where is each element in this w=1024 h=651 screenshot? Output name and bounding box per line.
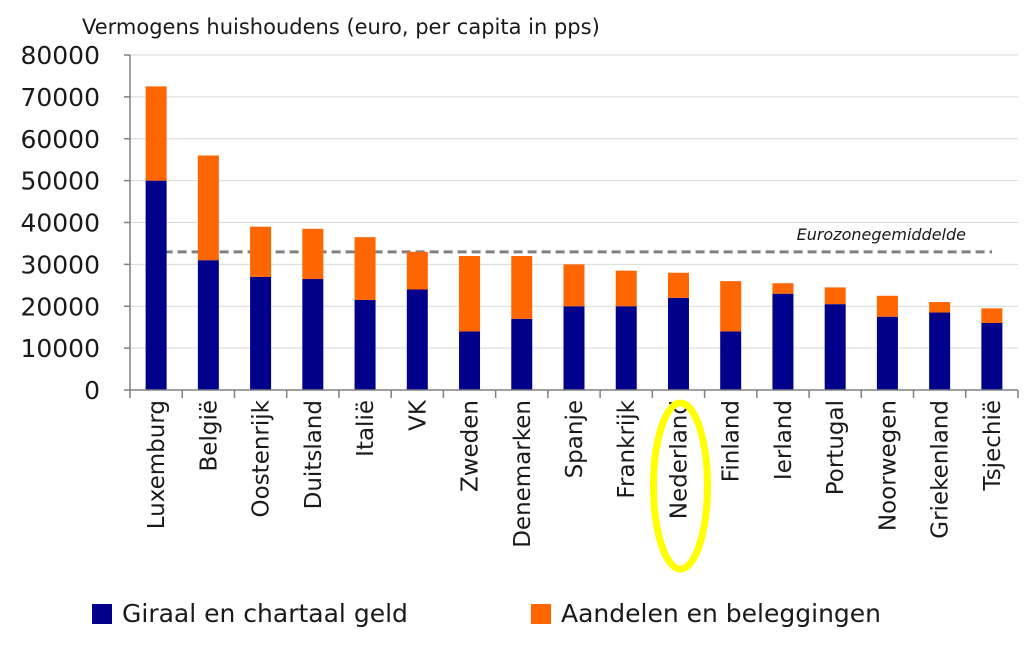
y-tick-label: 60000 bbox=[20, 125, 100, 154]
bar-aandelen-duitsland bbox=[302, 228, 324, 280]
bar-aandelen-griekenland bbox=[929, 302, 951, 313]
legend-label-aandelen: Aandelen en beleggingen bbox=[561, 599, 881, 628]
bar-geld-oostenrijk bbox=[250, 276, 272, 390]
x-tick-label: VK bbox=[405, 399, 431, 431]
bar-aandelen-spanje bbox=[563, 264, 585, 307]
y-tick-label: 30000 bbox=[20, 250, 100, 279]
bar-geld-denemarken bbox=[511, 318, 533, 390]
bar-geld-finland bbox=[720, 331, 742, 390]
x-tick-label: Tsjechië bbox=[980, 400, 1006, 492]
highlight-group bbox=[649, 399, 711, 573]
axes: 0 10000 20000 30000 40000 50000 60000 70000 8000… bbox=[20, 41, 1019, 548]
reference-line-label: Eurozonegemiddelde bbox=[797, 225, 967, 244]
legend-swatch-aandelen bbox=[531, 604, 551, 624]
bar-aandelen-zweden bbox=[459, 256, 481, 332]
bar-geld-tsjechië bbox=[981, 323, 1003, 390]
bar-geld-zweden bbox=[459, 331, 481, 390]
legend-label-geld: Giraal en chartaal geld bbox=[122, 599, 408, 628]
bar-geld-spanje bbox=[563, 306, 585, 390]
y-tick-label: 0 bbox=[84, 376, 100, 405]
bar-geld-frankrijk bbox=[615, 306, 637, 390]
bar-aandelen-oostenrijk bbox=[250, 226, 272, 277]
bar-aandelen-italië bbox=[354, 237, 376, 300]
bar-aandelen-denemarken bbox=[511, 256, 533, 319]
bar-aandelen-belgië bbox=[197, 155, 219, 261]
bar-geld-italië bbox=[354, 299, 376, 390]
reference-line-group: Eurozonegemiddelde bbox=[163, 225, 992, 254]
x-tick-label: Luxemburg bbox=[144, 400, 170, 529]
bar-aandelen-ierland bbox=[772, 283, 794, 294]
bar-aandelen-noorwegen bbox=[876, 295, 898, 317]
bar-geld-nederland bbox=[667, 297, 689, 390]
x-tick-label: Frankrijk bbox=[614, 399, 640, 498]
x-tick-label: Portugal bbox=[823, 400, 849, 495]
legend-swatch-geld bbox=[92, 604, 112, 624]
bars bbox=[145, 86, 1003, 390]
x-tick-label: België bbox=[196, 400, 222, 471]
bar-geld-luxemburg bbox=[145, 180, 167, 390]
y-tick-label: 70000 bbox=[20, 83, 100, 112]
bar-geld-ierland bbox=[772, 293, 794, 390]
bar-aandelen-luxemburg bbox=[145, 86, 167, 181]
x-tick-label: Noorwegen bbox=[875, 400, 901, 531]
x-tick-label: Italië bbox=[353, 400, 379, 457]
y-tick-label: 80000 bbox=[20, 41, 100, 70]
bar-aandelen-vk bbox=[406, 251, 428, 290]
bar-geld-belgië bbox=[197, 260, 219, 390]
x-tick-label: Oostenrijk bbox=[249, 399, 275, 517]
x-tick-label: Finland bbox=[719, 400, 745, 482]
y-tick-label: 40000 bbox=[20, 209, 100, 238]
bar-geld-griekenland bbox=[929, 312, 951, 390]
bar-aandelen-frankrijk bbox=[615, 270, 637, 307]
chart-title: Vermogens huishoudens (euro, per capita … bbox=[82, 15, 600, 39]
x-tick-label: Duitsland bbox=[301, 400, 327, 509]
highlight-circle bbox=[649, 399, 711, 573]
x-tick-label: Spanje bbox=[562, 400, 588, 478]
bar-geld-noorwegen bbox=[876, 316, 898, 390]
x-tick-label: Ierland bbox=[771, 400, 797, 480]
x-tick-label: Griekenland bbox=[928, 400, 954, 539]
x-tick-label: Nederland bbox=[666, 400, 692, 519]
bar-aandelen-portugal bbox=[824, 287, 846, 305]
bar-aandelen-finland bbox=[720, 281, 742, 332]
x-tick-label: Denemarken bbox=[510, 400, 536, 548]
x-tick-label: Zweden bbox=[458, 400, 484, 492]
bar-geld-duitsland bbox=[302, 279, 324, 390]
y-tick-label: 50000 bbox=[20, 167, 100, 196]
legend: Giraal en chartaal geld Aandelen en beleg… bbox=[92, 599, 881, 628]
bar-geld-vk bbox=[406, 289, 428, 390]
y-tick-label: 10000 bbox=[20, 334, 100, 363]
bar-aandelen-tsjechië bbox=[981, 308, 1003, 323]
y-tick-label: 20000 bbox=[20, 292, 100, 321]
bar-geld-portugal bbox=[824, 304, 846, 390]
bar-aandelen-nederland bbox=[667, 272, 689, 298]
